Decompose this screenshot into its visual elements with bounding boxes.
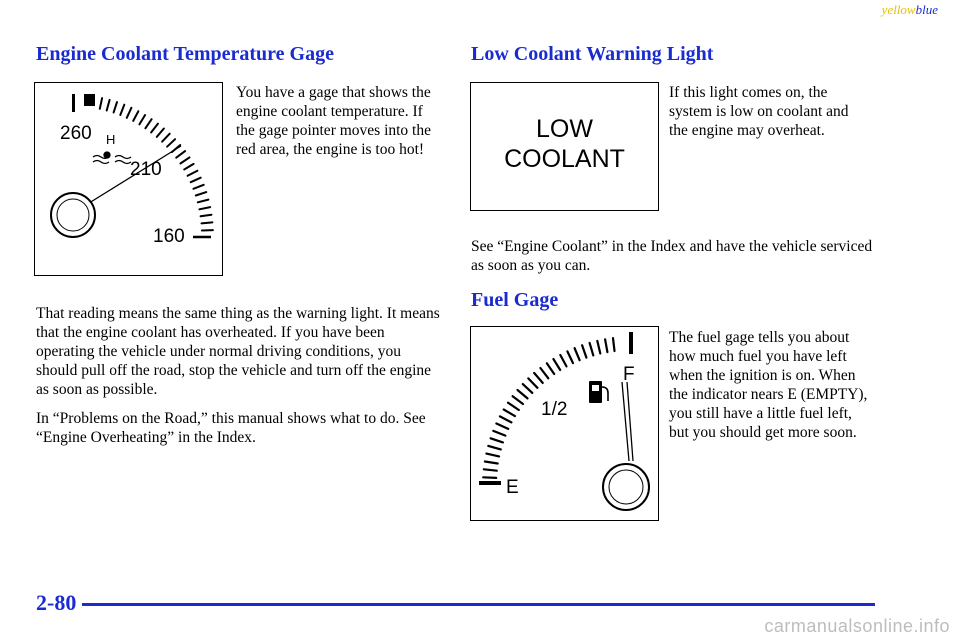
coolant-tick-mark	[125, 106, 133, 119]
fuel-tick-mark	[533, 371, 544, 385]
coolant-tick-mark	[138, 114, 147, 126]
low-coolant-title: Low Coolant Warning Light	[471, 43, 714, 65]
coolant-thermometer-icon	[92, 151, 132, 165]
coolant-tick-mark	[196, 198, 210, 204]
coolant-paragraph-2: In “Problems on the Road,” this manual s…	[36, 410, 426, 446]
low-coolant-light-line1: LOW	[536, 115, 593, 143]
fuel-tick-mark	[521, 382, 534, 395]
fuel-label-empty: E	[506, 477, 519, 498]
coolant-red-zone-block	[84, 94, 95, 106]
coolant-gauge-illustration: 260 H 210 160	[50, 94, 214, 247]
coolant-gauge-figure: 260 H 210 160	[34, 82, 223, 276]
coolant-label-260: 260	[60, 123, 92, 144]
fuel-tick-mark	[573, 347, 581, 362]
coolant-tick-mark	[199, 213, 213, 218]
coolant-label-210: 210	[130, 159, 162, 180]
fuel-label-half: 1/2	[541, 399, 567, 420]
coolant-tick-mark	[150, 122, 159, 134]
fuel-tick-mark	[527, 377, 539, 389]
coolant-tick-mark	[179, 156, 191, 165]
fuel-tick-mark	[604, 338, 609, 354]
fuel-tick-mark	[502, 408, 517, 418]
fuel-gauge-illustration: F 1/2 E	[479, 332, 650, 511]
fuel-tick-mark	[498, 415, 513, 424]
coolant-label-160: 160	[153, 226, 185, 247]
fuel-tick-mark	[492, 429, 507, 437]
fuel-tick-mark	[506, 401, 520, 412]
fuel-tick-mark	[552, 357, 562, 372]
fuel-needle-left	[621, 381, 630, 462]
low-coolant-side-text: If this light comes on, the system is lo…	[669, 84, 849, 139]
site-watermark: carmanualsonline.info	[764, 616, 950, 636]
fuel-gage-title: Fuel Gage	[471, 289, 559, 311]
coolant-tick-mark	[194, 191, 208, 197]
low-coolant-light-figure: LOW COOLANT	[470, 82, 659, 211]
coolant-hot-mark: H	[106, 132, 115, 147]
coolant-tick-mark	[161, 132, 171, 143]
header-yellow: yellow	[881, 2, 916, 17]
fuel-tick-mark	[580, 344, 588, 359]
coolant-tick-mark	[98, 97, 104, 110]
fuel-gauge-figure: F 1/2 E	[470, 326, 659, 521]
fuel-side-text: The fuel gage tells you about how much f…	[669, 329, 868, 441]
fuel-tick-mark	[559, 353, 568, 368]
fuel-tick-mark	[566, 350, 575, 365]
fuel-tick-mark	[596, 339, 602, 355]
coolant-needle-hub	[50, 192, 96, 238]
fuel-tick-mark	[482, 468, 498, 472]
coolant-tick-mark	[186, 169, 199, 177]
fuel-tick-mark	[539, 366, 550, 380]
coolant-tick-mark	[200, 221, 214, 225]
coolant-tick-mark	[183, 162, 195, 171]
coolant-tick-mark	[166, 138, 177, 148]
fuel-tick-mark	[495, 422, 510, 431]
fuel-tick-mark	[545, 362, 556, 376]
coolant-tick-mark	[198, 206, 212, 211]
fuel-needle-hub	[602, 463, 650, 511]
fuel-tick-mark	[511, 395, 525, 406]
fuel-needle-right	[626, 381, 634, 462]
fuel-tick-mark	[489, 437, 504, 444]
coolant-tick-mark	[119, 103, 126, 116]
fuel-tick-mark	[485, 452, 501, 458]
coolant-tick-mark	[189, 176, 202, 184]
fuel-tick-mark	[483, 460, 499, 465]
header-color-tag: yellowblue	[882, 2, 938, 18]
coolant-tick-mark	[175, 150, 187, 159]
footer-rule	[82, 603, 875, 606]
coolant-tick-mark	[112, 101, 118, 114]
fuel-tick-mark	[588, 341, 595, 357]
low-coolant-light-line2: COOLANT	[504, 145, 625, 173]
fuel-tick-mark	[611, 337, 616, 353]
coolant-paragraph-1: That reading means the same thing as the…	[36, 305, 440, 398]
coolant-side-text: You have a gage that shows the engine co…	[236, 84, 431, 158]
page-number: 2-80	[36, 590, 77, 615]
fuel-tick-mark	[487, 444, 502, 451]
low-coolant-paragraph: See “Engine Coolant” in the Index and ha…	[471, 238, 873, 274]
fuel-pump-icon	[589, 381, 609, 403]
header-blue: blue	[915, 2, 938, 17]
fuel-tick-mark	[516, 388, 529, 400]
fuel-label-full: F	[623, 364, 635, 385]
coolant-tick-mark	[132, 110, 140, 122]
coolant-tick-mark	[155, 127, 165, 138]
coolant-tick-mark	[105, 98, 111, 112]
coolant-tick-mark	[144, 118, 153, 130]
coolant-tick-mark	[192, 183, 205, 190]
fuel-tick-mark	[482, 476, 498, 479]
coolant-gage-title: Engine Coolant Temperature Gage	[36, 43, 334, 65]
